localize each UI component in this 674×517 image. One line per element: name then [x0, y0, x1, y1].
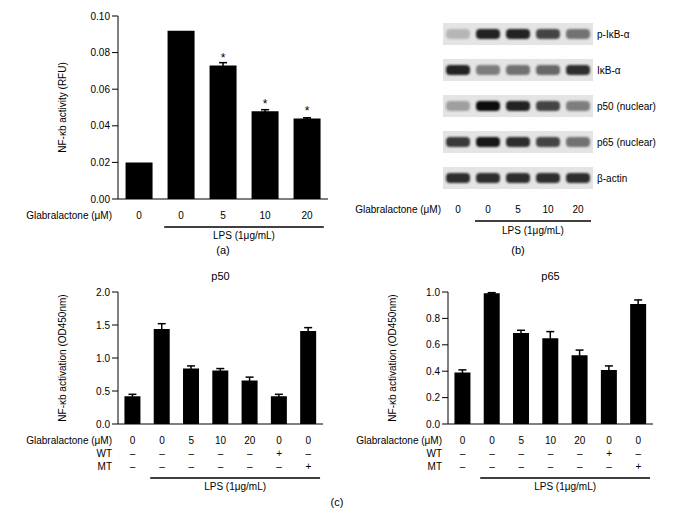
svg-text:0.02: 0.02 [91, 157, 111, 168]
svg-text:–: – [188, 448, 194, 459]
svg-text:0: 0 [636, 435, 642, 446]
svg-text:–: – [606, 461, 612, 472]
svg-text:0.6: 0.6 [426, 339, 440, 350]
svg-text:10: 10 [215, 435, 227, 446]
svg-text:–: – [489, 448, 495, 459]
html-text:(b): (b) [511, 244, 525, 256]
svg-text:–: – [577, 461, 583, 472]
svg-text:WT: WT [96, 448, 112, 459]
svg-text:–: – [247, 461, 253, 472]
svg-text:10: 10 [542, 204, 554, 215]
svg-text:–: – [159, 461, 165, 472]
svg-text:LPS (1μg/mL): LPS (1μg/mL) [204, 481, 266, 492]
svg-text:MT: MT [428, 461, 442, 472]
svg-text:LPS (1μg/mL): LPS (1μg/mL) [502, 225, 564, 236]
svg-text:p65 (nuclear): p65 (nuclear) [597, 137, 656, 148]
html-text:p65: p65 [541, 270, 560, 282]
svg-text:Glabralactone (μM): Glabralactone (μM) [26, 435, 112, 446]
html-text:(c): (c) [330, 496, 344, 508]
svg-text:5: 5 [188, 435, 194, 446]
svg-text:0: 0 [136, 210, 142, 221]
svg-text:Glabralactone (μM): Glabralactone (μM) [356, 435, 442, 446]
svg-text:20: 20 [572, 204, 584, 215]
svg-text:NF-κb activation (OD450nm): NF-κb activation (OD450nm) [57, 294, 68, 421]
svg-text:–: – [577, 448, 583, 459]
svg-text:–: – [218, 448, 224, 459]
svg-text:0: 0 [306, 435, 312, 446]
svg-text:–: – [548, 461, 554, 472]
svg-text:–: – [636, 448, 642, 459]
svg-text:0.5: 0.5 [96, 386, 110, 397]
svg-text:–: – [247, 448, 253, 459]
svg-text:1.0: 1.0 [426, 287, 440, 298]
svg-text:5: 5 [518, 435, 524, 446]
svg-text:NF-κb activity (RFU): NF-κb activity (RFU) [57, 62, 68, 153]
svg-text:0: 0 [276, 435, 282, 446]
svg-text:0: 0 [606, 435, 612, 446]
svg-text:+: + [276, 448, 282, 459]
svg-text:–: – [489, 461, 495, 472]
svg-text:0: 0 [485, 204, 491, 215]
svg-text:*: * [263, 97, 268, 111]
svg-text:0.2: 0.2 [426, 392, 440, 403]
svg-text:MT: MT [98, 461, 112, 472]
svg-text:1.0: 1.0 [96, 353, 110, 364]
svg-text:–: – [460, 448, 466, 459]
svg-text:0: 0 [159, 435, 165, 446]
svg-text:–: – [188, 461, 194, 472]
svg-text:0.0: 0.0 [426, 419, 440, 430]
svg-text:–: – [460, 461, 466, 472]
svg-text:20: 20 [244, 435, 256, 446]
svg-text:WT: WT [426, 448, 442, 459]
svg-text:–: – [276, 461, 282, 472]
svg-text:–: – [306, 448, 312, 459]
svg-text:10: 10 [259, 210, 271, 221]
svg-text:p-IκB-α: p-IκB-α [597, 29, 630, 40]
svg-text:1.5: 1.5 [96, 320, 110, 331]
svg-text:–: – [130, 461, 136, 472]
svg-text:–: – [159, 448, 165, 459]
svg-text:LPS (1μg/mL): LPS (1μg/mL) [534, 481, 596, 492]
svg-text:–: – [548, 448, 554, 459]
html-text:p50: p50 [211, 270, 230, 282]
svg-text:β-actin: β-actin [597, 173, 627, 184]
svg-text:+: + [635, 461, 641, 472]
svg-text:5: 5 [220, 210, 226, 221]
svg-text:Glabralactone (μM): Glabralactone (μM) [355, 204, 441, 215]
svg-text:NF-κb activation (OD450nm): NF-κb activation (OD450nm) [387, 294, 398, 421]
svg-text:20: 20 [301, 210, 313, 221]
svg-text:0.4: 0.4 [426, 366, 440, 377]
svg-text:Glabralactone (μM): Glabralactone (μM) [26, 210, 112, 221]
svg-text:0: 0 [455, 204, 461, 215]
svg-text:10: 10 [545, 435, 557, 446]
svg-text:2.0: 2.0 [96, 287, 110, 298]
svg-text:LPS (1μg/mL): LPS (1μg/mL) [213, 230, 275, 241]
svg-text:*: * [305, 104, 310, 118]
svg-text:0.08: 0.08 [91, 47, 111, 58]
svg-text:5: 5 [515, 204, 521, 215]
svg-text:+: + [305, 461, 311, 472]
svg-text:+: + [606, 448, 612, 459]
svg-text:*: * [221, 51, 226, 65]
svg-text:20: 20 [574, 435, 586, 446]
svg-text:0.06: 0.06 [91, 84, 111, 95]
svg-text:0.8: 0.8 [426, 313, 440, 324]
svg-text:–: – [518, 461, 524, 472]
svg-text:–: – [518, 448, 524, 459]
svg-text:0.00: 0.00 [91, 194, 111, 205]
svg-text:0: 0 [489, 435, 495, 446]
svg-text:0.04: 0.04 [91, 120, 111, 131]
svg-text:0: 0 [460, 435, 466, 446]
svg-text:0: 0 [130, 435, 136, 446]
svg-text:–: – [130, 448, 136, 459]
svg-text:0.0: 0.0 [96, 419, 110, 430]
svg-text:IκB-α: IκB-α [597, 65, 621, 76]
svg-text:–: – [218, 461, 224, 472]
svg-text:0.10: 0.10 [91, 11, 111, 22]
svg-text:0: 0 [178, 210, 184, 221]
html-text:(a): (a) [216, 244, 230, 256]
svg-text:p50 (nuclear): p50 (nuclear) [597, 101, 656, 112]
